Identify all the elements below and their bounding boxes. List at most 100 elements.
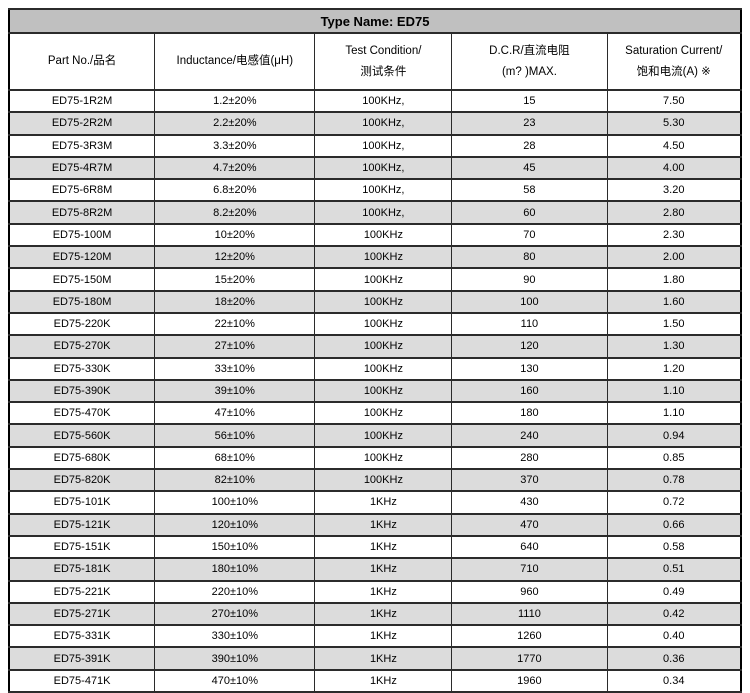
cell-part-no: ED75-220K [8,311,156,337]
cell-saturation-current: 4.00 [606,155,742,181]
cell-saturation-current: 0.51 [606,557,742,582]
table-title-row: Type Name: ED75 [8,8,742,34]
cell-saturation-current: 7.50 [606,88,742,114]
cell-inductance: 6.8±20% [154,178,316,203]
cell-test-condition: 1KHz [314,646,453,671]
cell-part-no: ED75-1R2M [8,88,156,114]
cell-saturation-current: 1.80 [606,267,742,292]
cell-saturation-current: 5.30 [606,111,742,136]
table-row: ED75-471K 470±10% 1KHz 1960 0.34 [8,668,742,693]
cell-inductance: 390±10% [154,646,316,671]
table-row: ED75-390K 39±10% 100KHz 160 1.10 [8,378,742,404]
cell-inductance: 470±10% [154,668,316,693]
cell-dcr: 430 [451,490,608,515]
cell-part-no: ED75-470K [8,401,156,426]
cell-saturation-current: 0.34 [606,668,742,693]
cell-test-condition: 100KHz, [314,200,453,225]
cell-dcr: 1960 [451,668,608,693]
cell-saturation-current: 0.49 [606,579,742,604]
cell-part-no: ED75-6R8M [8,178,156,203]
table-row: ED75-181K 180±10% 1KHz 710 0.51 [8,557,742,582]
col-header-line: (m? )MAX. [501,65,557,78]
cell-inductance: 120±10% [154,512,316,537]
cell-part-no: ED75-330K [8,356,156,381]
cell-saturation-current: 0.85 [606,445,742,471]
cell-inductance: 270±10% [154,601,316,627]
cell-test-condition: 100KHz, [314,88,453,114]
cell-saturation-current: 1.50 [606,311,742,337]
cell-part-no: ED75-181K [8,557,156,582]
cell-inductance: 10±20% [154,222,316,248]
cell-inductance: 150±10% [154,534,316,560]
cell-test-condition: 100KHz, [314,111,453,136]
cell-test-condition: 100KHz [314,378,453,404]
cell-dcr: 100 [451,289,608,314]
cell-part-no: ED75-4R7M [8,155,156,181]
cell-saturation-current: 4.50 [606,133,742,158]
cell-test-condition: 100KHz [314,445,453,471]
cell-saturation-current: 0.58 [606,534,742,560]
table-row: ED75-270K 27±10% 100KHz 120 1.30 [8,334,742,359]
cell-test-condition: 100KHz [314,289,453,314]
cell-dcr: 28 [451,133,608,158]
cell-saturation-current: 1.20 [606,356,742,381]
cell-saturation-current: 1.30 [606,334,742,359]
cell-saturation-current: 0.72 [606,490,742,515]
col-header-line: Part No./品名 [47,55,117,67]
cell-dcr: 960 [451,579,608,604]
table-row: ED75-331K 330±10% 1KHz 1260 0.40 [8,624,742,649]
cell-part-no: ED75-120M [8,245,156,270]
table-row: ED75-121K 120±10% 1KHz 470 0.66 [8,512,742,537]
cell-dcr: 180 [451,401,608,426]
cell-part-no: ED75-391K [8,646,156,671]
table-row: ED75-101K 100±10% 1KHz 430 0.72 [8,490,742,515]
cell-test-condition: 100KHz [314,356,453,381]
col-header-line: D.C.R/直流电阻 [489,44,570,57]
table-row: ED75-330K 33±10% 100KHz 130 1.20 [8,356,742,381]
cell-inductance: 68±10% [154,445,316,471]
cell-dcr: 240 [451,423,608,448]
cell-part-no: ED75-271K [8,601,156,627]
cell-inductance: 8.2±20% [154,200,316,225]
col-header-inductance: Inductance/电感值(μH) [154,32,316,91]
cell-dcr: 1260 [451,624,608,649]
cell-test-condition: 100KHz [314,267,453,292]
table-row: ED75-2R2M 2.2±20% 100KHz, 23 5.30 [8,111,742,136]
cell-dcr: 58 [451,178,608,203]
table-row: ED75-470K 47±10% 100KHz 180 1.10 [8,401,742,426]
cell-dcr: 1770 [451,646,608,671]
cell-test-condition: 100KHz [314,423,453,448]
col-header-line: Saturation Current/ [625,44,723,57]
cell-dcr: 470 [451,512,608,537]
table-row: ED75-560K 56±10% 100KHz 240 0.94 [8,423,742,448]
cell-part-no: ED75-121K [8,512,156,537]
cell-inductance: 100±10% [154,490,316,515]
cell-test-condition: 100KHz [314,468,453,493]
cell-test-condition: 1KHz [314,668,453,693]
cell-dcr: 110 [451,311,608,337]
cell-saturation-current: 2.80 [606,200,742,225]
cell-test-condition: 100KHz [314,222,453,248]
cell-test-condition: 100KHz, [314,178,453,203]
cell-test-condition: 1KHz [314,534,453,560]
col-header-saturation-current: Saturation Current/ 饱和电流(A) ※ [606,32,742,91]
cell-saturation-current: 0.36 [606,646,742,671]
cell-part-no: ED75-100M [8,222,156,248]
cell-part-no: ED75-150M [8,267,156,292]
col-header-line: Inductance/电感值(μH) [176,55,294,67]
cell-dcr: 80 [451,245,608,270]
table-row: ED75-391K 390±10% 1KHz 1770 0.36 [8,646,742,671]
table-row: ED75-6R8M 6.8±20% 100KHz, 58 3.20 [8,178,742,203]
cell-part-no: ED75-390K [8,378,156,404]
cell-inductance: 220±10% [154,579,316,604]
cell-saturation-current: 1.10 [606,378,742,404]
cell-saturation-current: 0.42 [606,601,742,627]
col-header-line: 测试条件 [360,65,407,78]
cell-part-no: ED75-101K [8,490,156,515]
cell-test-condition: 100KHz [314,245,453,270]
cell-dcr: 60 [451,200,608,225]
cell-inductance: 4.7±20% [154,155,316,181]
cell-saturation-current: 0.78 [606,468,742,493]
cell-dcr: 120 [451,334,608,359]
table-row: ED75-4R7M 4.7±20% 100KHz, 45 4.00 [8,155,742,181]
